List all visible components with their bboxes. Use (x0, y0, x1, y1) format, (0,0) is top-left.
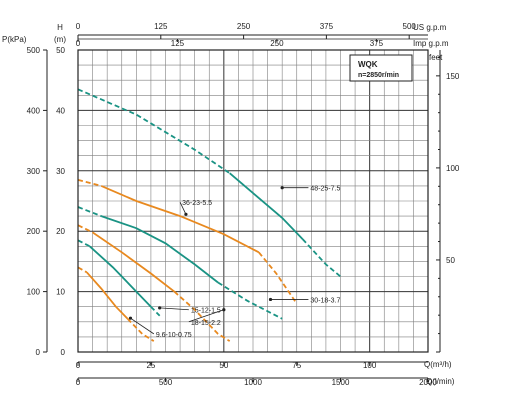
curve-leader-dot (268, 297, 273, 302)
curve-4: 15-12-1.5 (77, 239, 221, 317)
head-tick-label: 50 (56, 46, 65, 55)
head-unit: H (57, 23, 63, 32)
curve-segment-solid (92, 231, 175, 293)
curve-segment-solid (100, 185, 260, 254)
imp-gpm-unit: Imp g.p.m (413, 39, 449, 48)
curve-segment-dashed (126, 318, 155, 342)
curve-leader (130, 317, 155, 335)
curve-leader-dot (222, 308, 226, 312)
model-legend: WQK n=2850r/min (349, 54, 413, 82)
us-gpm-tick-label: 0 (76, 22, 81, 31)
head-unit-sub: (m) (54, 35, 66, 44)
curve-leader-dot (280, 186, 284, 190)
feet-tick-label: 100 (446, 164, 460, 173)
head-tick-label: 40 (56, 106, 65, 115)
curve-segment-dashed (77, 266, 88, 274)
curve-1: 36-23-5.5 (77, 179, 298, 305)
plot-frame (43, 34, 441, 382)
lmin-tick-label: 1500 (332, 378, 350, 387)
curve-layer: 48-25-7.5 36-23-5.5 30-18-3.7 18-15-2.2 15-1… (77, 88, 342, 342)
curve-segment-dashed (77, 206, 102, 217)
feet-tick-label: 50 (446, 256, 455, 265)
model-speed: n=2850r/min (358, 72, 399, 79)
curve-segment-solid (101, 215, 219, 284)
model-legend-box (349, 54, 413, 82)
curve-label: 9.6-10-0.75 (156, 332, 192, 339)
lmin-tick-label: 500 (159, 378, 173, 387)
us-gpm-tick-label: 250 (237, 22, 251, 31)
m3h-tick-label: 50 (219, 361, 228, 370)
curve-label: 15-12-1.5 (191, 308, 221, 315)
m3h-unit: Q(m³/h) (424, 360, 452, 369)
curve-segment-dashed (77, 88, 231, 174)
plot-grid (77, 49, 429, 353)
m3h-tick-label: 0 (76, 361, 81, 370)
pressure-tick-label: 0 (36, 348, 41, 357)
imp-gpm-tick-label: 0 (76, 39, 81, 48)
curve-5: 9.6-10-0.75 (77, 266, 192, 342)
curve-segment-dashed (77, 179, 102, 187)
pressure-tick-label: 500 (27, 46, 41, 55)
model-name: WQK (358, 60, 378, 69)
curve-leader (188, 309, 224, 323)
curve-leader-dot (184, 212, 188, 216)
imp-gpm-tick-label: 250 (270, 39, 284, 48)
head-tick-label: 10 (56, 288, 65, 297)
curve-segment-dashed (217, 281, 283, 320)
curve-label: 36-23-5.5 (182, 200, 212, 207)
curve-2: 30-18-3.7 (77, 206, 340, 320)
curve-3: 18-15-2.2 (77, 224, 231, 342)
pressure-tick-label: 200 (27, 227, 41, 236)
pressure-unit: P(kPa) (2, 35, 27, 44)
curve-leader-dot (128, 316, 133, 320)
lmin-tick-label: 1000 (244, 378, 262, 387)
head-tick-label: 0 (61, 348, 66, 357)
lmin-tick-label: 0 (76, 378, 81, 387)
pressure-tick-label: 300 (27, 167, 41, 176)
curve-label: 48-25-7.5 (310, 186, 340, 193)
curve-segment-dashed (150, 306, 161, 317)
curve-leader-dot (158, 306, 162, 310)
curve-segment-solid (86, 271, 129, 320)
us-gpm-tick-label: 500 (403, 22, 417, 31)
m3h-tick-label: 25 (146, 361, 155, 370)
curve-segment-dashed (258, 251, 298, 305)
curve-leader (159, 307, 189, 311)
feet-tick-label: 150 (446, 72, 460, 81)
pressure-tick-label: 400 (27, 106, 41, 115)
curve-segment-dashed (77, 224, 93, 234)
lmin-tick-label: 2000 (419, 378, 437, 387)
lmin-unit: Q(l/min) (426, 377, 455, 386)
m3h-tick-label: 75 (292, 361, 301, 370)
curve-0: 48-25-7.5 (77, 88, 342, 278)
curve-segment-solid (229, 172, 304, 240)
head-tick-label: 30 (56, 167, 65, 176)
curve-segment-solid (89, 245, 152, 308)
imp-gpm-tick-label: 375 (370, 39, 384, 48)
us-gpm-unit: US g.p.m (413, 23, 447, 32)
feet-unit: feet (429, 53, 443, 62)
curve-segment-dashed (301, 238, 342, 278)
curve-segment-dashed (173, 290, 231, 342)
us-gpm-tick-label: 375 (320, 22, 334, 31)
pressure-tick-label: 100 (27, 288, 41, 297)
plot-border (77, 49, 429, 353)
curve-leader (179, 202, 187, 215)
imp-gpm-tick-label: 125 (171, 39, 185, 48)
curve-label: 18-15-2.2 (191, 320, 221, 327)
curve-label: 30-18-3.7 (310, 297, 340, 304)
head-tick-label: 20 (56, 227, 65, 236)
us-gpm-tick-label: 125 (154, 22, 168, 31)
m3h-tick-label: 100 (363, 361, 377, 370)
curve-segment-dashed (77, 239, 91, 248)
